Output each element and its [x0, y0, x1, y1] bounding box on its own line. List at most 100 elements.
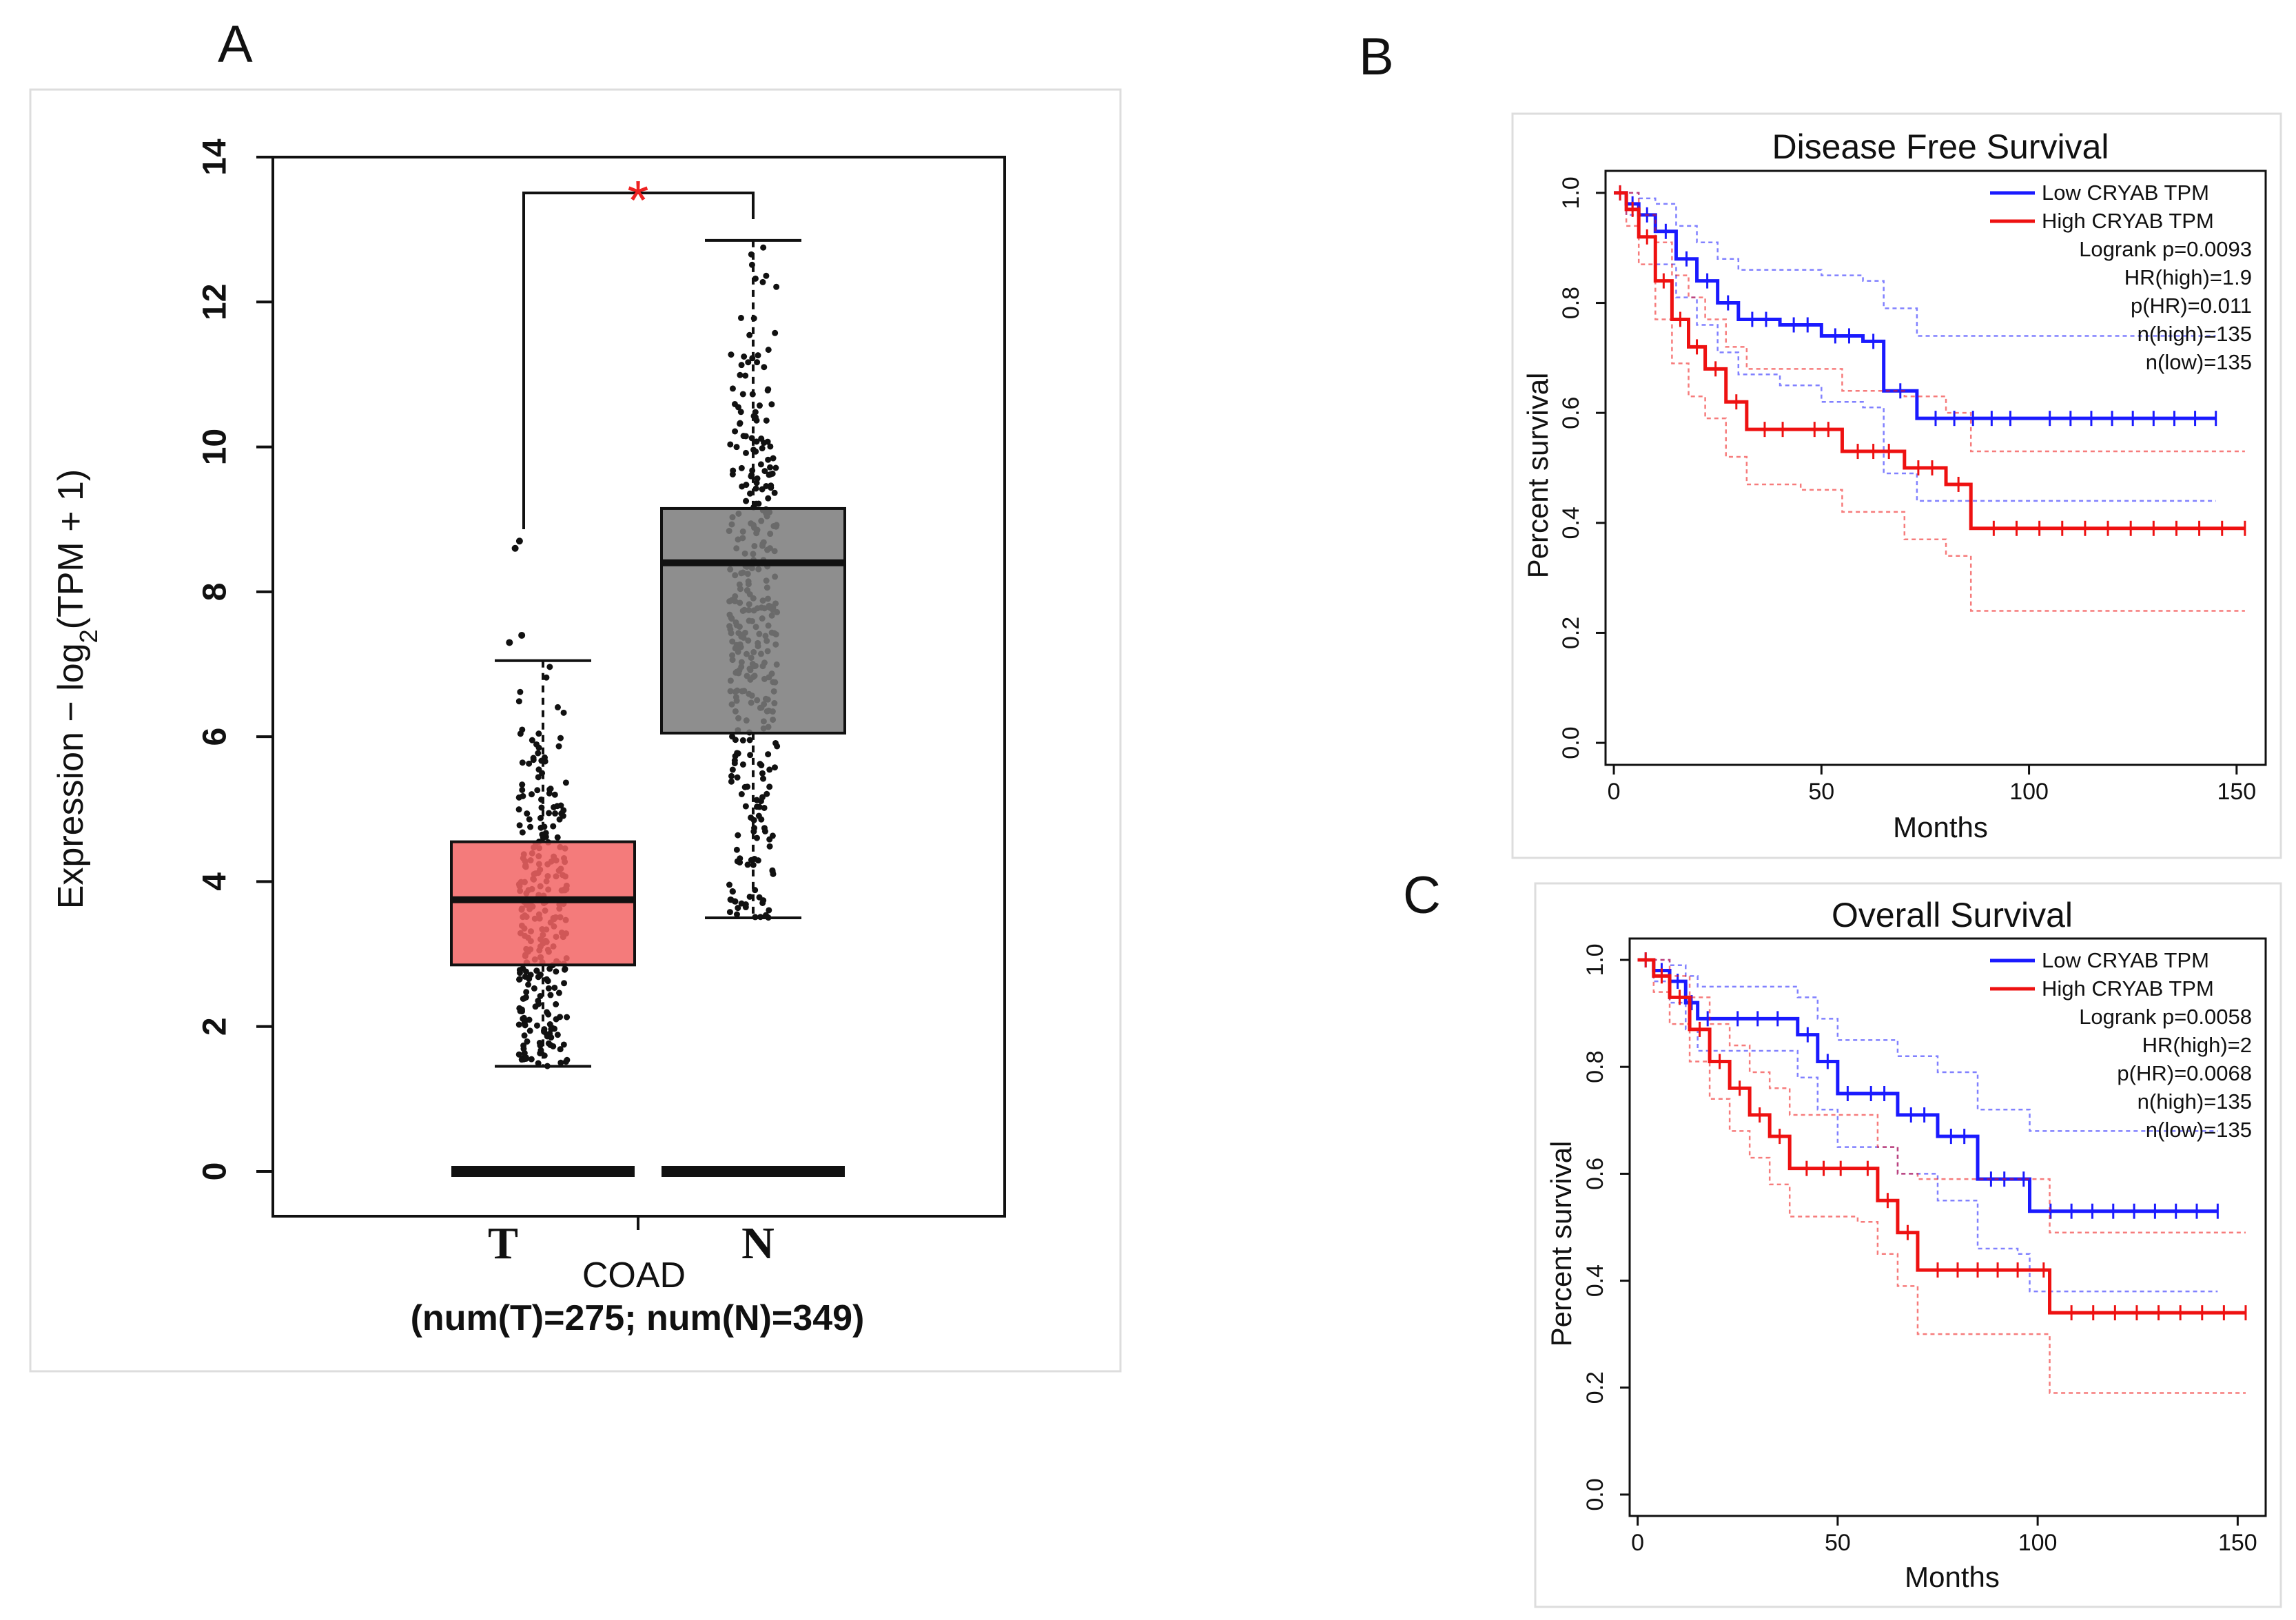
panel-letter-a: A	[218, 15, 253, 74]
data-point	[548, 1026, 555, 1033]
data-point	[767, 471, 774, 478]
y-tick-label: 1.0	[1582, 943, 1608, 976]
plot-frame	[1604, 170, 2267, 766]
x-tick-label: 100	[2009, 779, 2049, 805]
panel-a-boxplot: 0 2 4 6 8 10 12 14 * T N COAD (num(T)=275; num(…	[51, 139, 1006, 1338]
x-tick-label: 150	[2217, 779, 2256, 805]
data-point	[530, 757, 537, 763]
data-point	[535, 774, 542, 781]
data-point	[761, 828, 768, 834]
x-axis-label: Months	[1893, 811, 1988, 843]
data-point	[756, 402, 763, 409]
data-point	[737, 420, 744, 427]
outlier-point	[511, 544, 519, 552]
data-point	[733, 911, 740, 918]
x-tick-label: 100	[2018, 1530, 2058, 1556]
data-point	[546, 664, 553, 670]
x-axis-sublabel: (num(T)=275; num(N)=349)	[411, 1298, 865, 1338]
y-tick-label: 0.0	[1582, 1478, 1608, 1510]
data-point	[761, 468, 768, 475]
y-tick-label: 0.2	[1582, 1371, 1608, 1404]
plot-frame	[1628, 937, 2267, 1517]
data-point	[771, 764, 778, 771]
data-point	[754, 359, 761, 366]
data-point	[522, 968, 529, 975]
data-point	[752, 500, 759, 507]
data-point	[726, 909, 733, 916]
data-point	[551, 984, 558, 991]
data-point	[557, 1059, 564, 1066]
chart-title: Disease Free Survival	[1772, 127, 2109, 166]
data-point	[763, 790, 770, 797]
data-point	[553, 968, 560, 975]
panel-a-frame	[29, 88, 1122, 1373]
data-point	[746, 490, 753, 497]
data-point	[532, 1003, 539, 1010]
data-point	[531, 985, 537, 992]
data-point	[526, 976, 533, 983]
data-point	[537, 972, 544, 978]
data-point	[755, 857, 761, 864]
x-tick-label: 50	[1825, 1530, 1851, 1556]
data-point	[533, 741, 540, 748]
data-point	[772, 329, 779, 336]
legend-stat: p(HR)=0.0068	[2117, 1061, 2252, 1085]
data-point	[548, 1034, 555, 1041]
data-point	[767, 443, 774, 450]
data-point	[759, 899, 766, 906]
data-point	[529, 791, 535, 798]
data-point	[520, 1045, 527, 1052]
y-tick-label: 0.4	[1558, 506, 1584, 539]
data-point	[738, 900, 745, 907]
data-point	[551, 791, 558, 798]
data-point	[545, 985, 552, 992]
data-point	[745, 359, 752, 366]
data-point	[771, 489, 778, 496]
y-tick-label: 10	[197, 429, 234, 465]
data-point	[756, 894, 763, 901]
data-point	[728, 351, 735, 358]
legend-stat: HR(high)=1.9	[2124, 265, 2252, 289]
panel-c-frame	[1534, 882, 2282, 1608]
y-tick-label: 0.6	[1582, 1158, 1608, 1190]
data-point	[738, 464, 745, 471]
data-point	[739, 391, 746, 398]
y-tick-label: 8	[197, 583, 234, 602]
data-point	[729, 385, 736, 392]
box-n	[660, 506, 846, 735]
data-point	[515, 1021, 522, 1028]
y-tick-label: 0.0	[1558, 726, 1584, 759]
data-point	[759, 445, 766, 452]
data-point	[538, 804, 545, 811]
data-point	[519, 759, 526, 766]
data-point	[560, 812, 566, 819]
data-point	[560, 807, 567, 814]
data-point	[761, 804, 768, 811]
ci-upper-low	[1637, 958, 2218, 1132]
data-point	[555, 990, 562, 996]
data-point	[739, 761, 746, 768]
data-point	[535, 1060, 542, 1067]
data-point	[515, 1051, 522, 1058]
ci-lower-low	[1614, 192, 2216, 502]
data-point	[557, 1046, 564, 1053]
data-point	[543, 674, 550, 681]
data-point	[759, 278, 766, 285]
data-point	[552, 810, 559, 817]
data-point	[562, 965, 568, 972]
data-point	[520, 792, 526, 799]
ci-upper-high	[1614, 192, 2245, 453]
data-point	[523, 989, 530, 996]
ci-upper-low	[1614, 192, 2216, 337]
data-point	[564, 1056, 571, 1063]
data-point	[522, 1055, 529, 1062]
data-point	[758, 435, 765, 442]
y-axis: 0 2 4 6 8 10 12 14	[197, 139, 273, 1180]
data-point	[760, 775, 767, 782]
data-point	[748, 814, 755, 821]
data-point	[766, 783, 773, 790]
data-point	[561, 980, 568, 987]
data-point	[550, 823, 557, 830]
data-point	[557, 1014, 564, 1021]
